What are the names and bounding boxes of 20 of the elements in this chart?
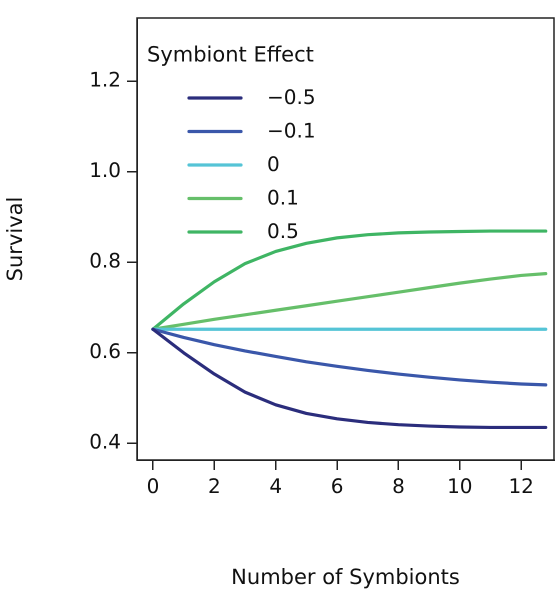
legend-title: Symbiont Effect bbox=[147, 42, 314, 66]
legend-label: −0.5 bbox=[267, 85, 316, 110]
x-axis-title: Number of Symbionts bbox=[231, 564, 460, 589]
y-tick-label: 0.6 bbox=[89, 338, 121, 363]
x-tick-label: 0 bbox=[146, 474, 160, 498]
x-tick-label: 2 bbox=[208, 474, 221, 498]
x-tick-label: 10 bbox=[447, 474, 473, 498]
legend-label: 0.5 bbox=[267, 219, 299, 244]
y-tick-label: 0.8 bbox=[89, 248, 121, 272]
x-tick-label: 12 bbox=[508, 474, 534, 498]
legend-label: 0.1 bbox=[267, 186, 299, 210]
y-axis-title: Survival bbox=[3, 196, 28, 282]
legend-label: 0 bbox=[267, 152, 280, 176]
y-tick-label: 1.0 bbox=[89, 158, 121, 182]
y-tick-label: 1.2 bbox=[89, 68, 121, 92]
x-tick-label: 8 bbox=[392, 474, 405, 498]
x-tick-label: 4 bbox=[269, 474, 282, 498]
legend-label: −0.1 bbox=[267, 118, 316, 143]
x-tick-label: 6 bbox=[330, 474, 344, 498]
y-tick-label: 0.4 bbox=[89, 429, 121, 454]
